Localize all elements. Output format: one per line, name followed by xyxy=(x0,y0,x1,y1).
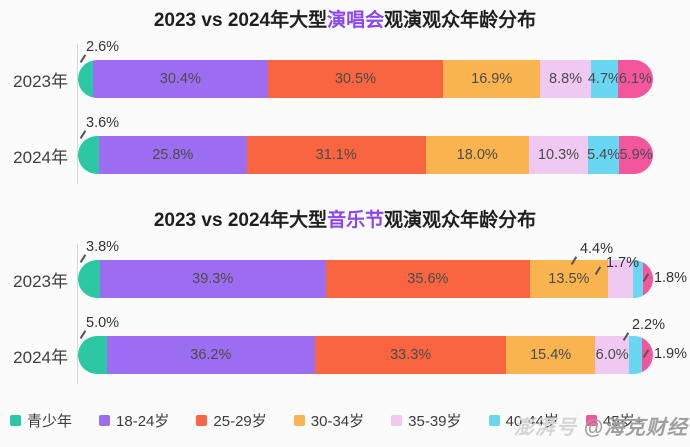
legend-swatch-icon xyxy=(293,415,305,426)
legend-swatch-icon xyxy=(585,415,597,426)
bar-segment-青少年 xyxy=(78,336,107,374)
bar-row-2024: 2024年 25.8% 31.1% 18.0% 10.3% 5.4% 5.9% 3.6% xyxy=(0,115,690,174)
chart-title: 2023 vs 2024年大型演唱会观演观众年龄分布 xyxy=(0,0,690,34)
bar-zone: 39.3% 35.6% 13.5% 3.8% 4.4% 1.7% 1.8% xyxy=(78,239,687,298)
legend: 青少年 18-24岁 25-29岁 30-34岁 35-39岁 40-44岁 45岁+ xyxy=(10,410,690,431)
bar-segment-25-29岁: 30.5% xyxy=(267,60,444,98)
watermark-platform: 澎湃号 xyxy=(513,417,577,439)
bar-segment-40-44岁: 5.4% xyxy=(587,136,620,174)
bar-segment-30-34岁: 13.5% xyxy=(530,260,608,298)
segment-value-callout: 3.6% xyxy=(86,115,120,131)
title-highlight: 音乐节 xyxy=(327,210,385,231)
stacked-bar: 36.2% 33.3% 15.4% 6.0% xyxy=(78,336,653,374)
bar-segment-45岁+: 6.1% xyxy=(617,60,653,98)
legend-swatch-icon xyxy=(10,415,21,426)
legend-label: 25-29岁 xyxy=(213,413,267,430)
segment-value-callout: 1.9% xyxy=(653,346,687,362)
segment-value-callout: 5.0% xyxy=(86,315,120,331)
bar-segment-40-44岁 xyxy=(629,336,643,374)
legend-label: 35-39岁 xyxy=(408,413,462,430)
bar-segment-25-29岁: 35.6% xyxy=(325,260,531,298)
bar-segment-18-24岁: 30.4% xyxy=(92,60,268,98)
bar-segment-25-29岁: 33.3% xyxy=(314,336,507,374)
legend-swatch-icon xyxy=(391,415,403,426)
legend-label: 30-34岁 xyxy=(310,413,365,430)
bar-segment-35-39岁: 6.0% xyxy=(594,336,630,374)
title-prefix: 2023 vs 2024年大型 xyxy=(153,210,328,231)
bar-segment-18-24岁: 25.8% xyxy=(98,136,247,174)
segment-value-callout: 2.2% xyxy=(631,317,665,333)
category-label: 2024年 xyxy=(13,147,68,167)
segment-value-callout: 3.8% xyxy=(86,239,120,255)
y-axis-line xyxy=(77,244,78,384)
chart-concert-age-distribution: 2023 vs 2024年大型演唱会观演观众年龄分布 2023年 30.4% 30… xyxy=(0,0,690,184)
legend-swatch-icon xyxy=(196,415,208,426)
category-label: 2023年 xyxy=(13,271,68,291)
legend-item-青少年: 青少年 xyxy=(10,410,72,431)
segment-value-callout: 4.4% xyxy=(579,241,613,257)
stacked-bar: 30.4% 30.5% 16.9% 8.8% 4.7% 6.1% xyxy=(78,60,653,98)
watermark: 澎湃号 @海克财经 xyxy=(514,411,688,440)
bar-row-2023: 2023年 30.4% 30.5% 16.9% 8.8% 4.7% 6.1% 2.6% xyxy=(0,39,690,98)
stacked-bar: 25.8% 31.1% 18.0% 10.3% 5.4% 5.9% xyxy=(78,136,653,174)
category-label: 2023年 xyxy=(13,71,68,91)
bar-row-2023: 2023年 39.3% 35.6% 13.5% 3.8% 4.4% 1.7% 1.8% xyxy=(0,239,690,298)
legend-item-25-29岁: 25-29岁 xyxy=(196,410,267,431)
segment-value-callout: 1.8% xyxy=(653,270,687,286)
legend-item-45岁+: 45岁+ xyxy=(585,410,644,431)
legend-swatch-icon xyxy=(99,415,111,426)
bar-segment-30-34岁: 18.0% xyxy=(425,136,529,174)
bar-segment-青少年 xyxy=(78,136,99,174)
legend-item-35-39岁: 35-39岁 xyxy=(391,410,462,431)
bar-segment-40-44岁: 4.7% xyxy=(588,60,621,98)
legend-item-40-44岁: 40-44岁 xyxy=(488,410,559,431)
title-highlight: 演唱会 xyxy=(327,10,385,31)
bar-segment-40-44岁 xyxy=(632,260,643,298)
y-axis-line xyxy=(77,44,78,184)
legend-label: 40-44岁 xyxy=(505,413,559,430)
watermark-account: @海克财经 xyxy=(583,417,688,439)
segment-value-callout: 1.7% xyxy=(605,255,639,271)
bar-zone: 36.2% 33.3% 15.4% 6.0% 5.0% 2.2% 1.9% xyxy=(78,315,687,374)
bar-segment-30-34岁: 16.9% xyxy=(443,60,541,98)
plot-area: 2023年 39.3% 35.6% 13.5% 3.8% 4.4% 1.7% 1.8% 2… xyxy=(0,239,690,384)
stacked-bar: 39.3% 35.6% 13.5% xyxy=(78,260,653,298)
title-suffix: 观演观众年龄分布 xyxy=(384,10,537,31)
category-label: 2024年 xyxy=(13,347,68,367)
bar-segment-25-29岁: 31.1% xyxy=(246,136,426,174)
bar-segment-35-39岁: 10.3% xyxy=(528,136,589,174)
bar-segment-45岁+: 5.9% xyxy=(619,136,653,174)
legend-item-30-34岁: 30-34岁 xyxy=(293,410,365,431)
segment-value-callout: 2.6% xyxy=(86,39,120,55)
chart-festival-age-distribution: 2023 vs 2024年大型音乐节观演观众年龄分布 2023年 39.3% 35… xyxy=(0,174,690,384)
bar-segment-青少年 xyxy=(78,260,100,298)
bar-zone: 25.8% 31.1% 18.0% 10.3% 5.4% 5.9% 3.6% xyxy=(78,115,653,174)
legend-label: 青少年 xyxy=(27,413,73,430)
bar-segment-45岁+ xyxy=(642,336,653,374)
bar-segment-45岁+ xyxy=(642,260,653,298)
bar-segment-35-39岁: 8.8% xyxy=(540,60,591,98)
bar-segment-18-24岁: 36.2% xyxy=(106,336,315,374)
bar-segment-18-24岁: 39.3% xyxy=(99,260,326,298)
title-suffix: 观演观众年龄分布 xyxy=(384,210,537,231)
bar-segment-30-34岁: 15.4% xyxy=(506,336,595,374)
bar-segment-青少年 xyxy=(78,60,93,98)
title-prefix: 2023 vs 2024年大型 xyxy=(153,10,328,31)
legend-label: 45岁+ xyxy=(602,413,644,430)
chart-title: 2023 vs 2024年大型音乐节观演观众年龄分布 xyxy=(0,174,690,234)
legend-swatch-icon xyxy=(488,415,500,426)
legend-item-18-24岁: 18-24岁 xyxy=(99,410,169,431)
bar-zone: 30.4% 30.5% 16.9% 8.8% 4.7% 6.1% 2.6% xyxy=(78,39,653,98)
bar-row-2024: 2024年 36.2% 33.3% 15.4% 6.0% 5.0% 2.2% 1.9% xyxy=(0,315,690,374)
legend-label: 18-24岁 xyxy=(116,413,170,430)
plot-area: 2023年 30.4% 30.5% 16.9% 8.8% 4.7% 6.1% 2.6% 2… xyxy=(0,39,690,184)
